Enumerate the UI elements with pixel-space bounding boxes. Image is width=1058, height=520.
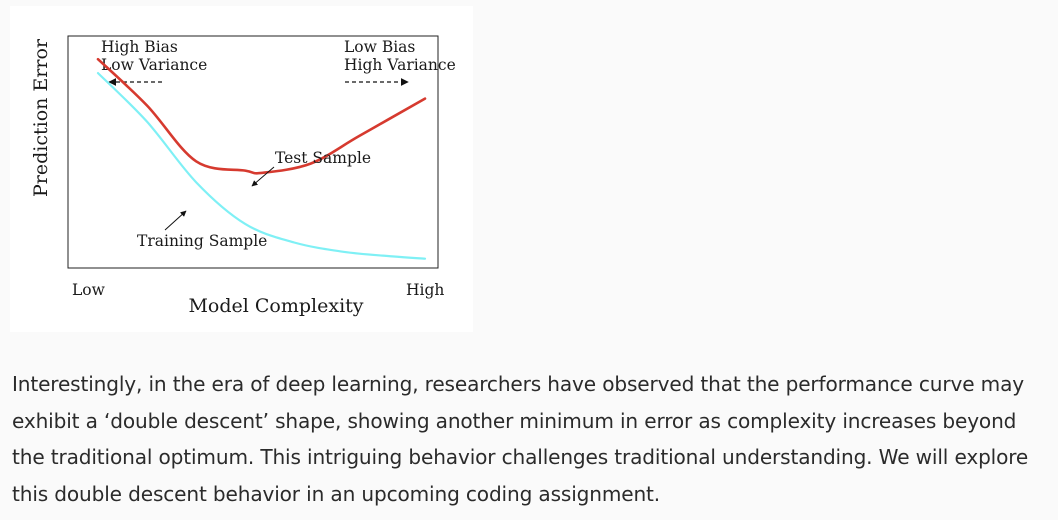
training-sample-label: Training Sample — [137, 232, 267, 250]
low-bias-label: Low Bias — [344, 38, 415, 56]
test-sample-curve — [96, 57, 427, 175]
test-sample-label: Test Sample — [275, 149, 371, 167]
x-tick-low: Low — [72, 281, 106, 299]
low-variance-label: Low Variance — [101, 56, 207, 74]
high-variance-label: High Variance — [344, 56, 456, 74]
y-axis-label: Prediction Error — [30, 38, 52, 197]
test-sample-pointer-arrow — [251, 166, 275, 187]
x-axis-label: Model Complexity — [188, 295, 363, 317]
body-paragraph: Interestingly, in the era of deep learni… — [12, 372, 1029, 506]
high-bias-label: High Bias — [101, 38, 178, 56]
x-tick-high: High — [406, 281, 444, 299]
training-sample-pointer-arrow — [164, 210, 187, 231]
bias-variance-figure: Prediction Error High Bias Low Variance … — [10, 6, 473, 332]
plot-frame — [67, 35, 439, 269]
training-sample-curve — [96, 72, 427, 260]
bias-variance-chart: Prediction Error High Bias Low Variance … — [30, 35, 456, 317]
